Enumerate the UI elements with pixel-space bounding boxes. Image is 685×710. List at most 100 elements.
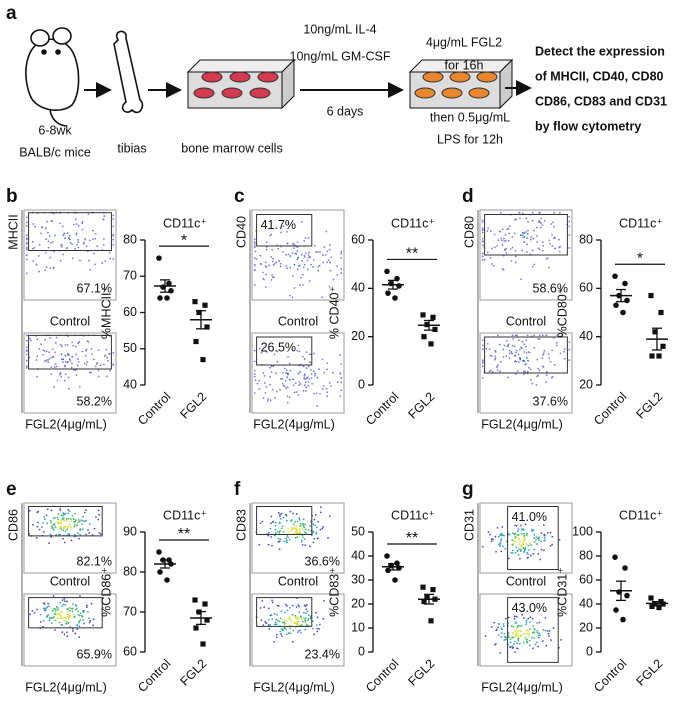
cell-dot [81,222,84,225]
cell-dot [549,531,552,534]
cell-dot [277,541,280,543]
cell-dot [44,609,47,612]
cell-dot [511,549,514,552]
cell-dot [314,524,316,527]
data-point [166,280,172,287]
cell-dot [305,617,307,619]
cell-dot [71,627,74,630]
cell-dot [539,558,542,561]
cell-dot [306,610,309,613]
cell-dot [308,256,311,259]
cell-dot [279,515,281,518]
panel-label: e [6,479,17,500]
cell-dot [64,600,66,602]
cell-dot [519,234,522,236]
cell-dot [264,286,267,288]
y-tick-label: 40 [579,596,593,610]
cell-dot [568,225,571,228]
chart-title: CD11c⁺ [163,508,207,522]
cell-dot [317,265,320,268]
cell-dot [288,616,291,618]
cell-dot [52,355,55,358]
cell-dot [81,528,84,531]
cell-dot [523,551,525,553]
gate-percent: 41.0% [512,510,547,524]
cell-dot [112,243,115,246]
cell-dot [77,610,80,613]
cell-dot [67,376,70,379]
flow-marker: CD83 [234,509,248,541]
cell-dot [72,223,75,226]
cell-dot [504,617,507,620]
cell-dot [254,379,257,382]
cell-dot [75,374,78,377]
cell-dot [77,238,80,241]
cell-dot [271,274,273,276]
cell-dot [550,376,553,379]
cell-dot [293,527,296,530]
cell-dot [516,642,518,645]
cell-dot [326,250,329,253]
cell-dot [481,219,484,222]
cell-dot [291,252,294,254]
mouse-strain: BALB/c mice [19,145,91,159]
cell-dot [289,627,292,630]
cell-dot [538,338,541,341]
cell-dot [253,373,256,376]
cell-dot [514,249,517,252]
cell-dot [79,259,81,262]
cell-dot [269,527,272,530]
cell-dot [75,233,78,236]
cell-dot [265,241,268,244]
cell-dot [45,350,48,353]
cell-dot [66,517,68,520]
cell-dot [54,612,57,615]
cell-dot [279,388,281,391]
cell-dot [74,520,77,523]
cell-dot [285,387,287,390]
cell-dot [25,346,28,349]
cell-dot [60,243,63,246]
cell-dot [340,376,343,379]
cell-dot [544,616,547,619]
cell-dot [489,230,492,232]
cell-dot [68,234,71,237]
cell-dot [35,536,38,539]
cell-dot [302,266,305,269]
cell-dot [294,536,297,539]
cell-dot [54,351,56,354]
cell-dot [552,221,555,224]
cell-dot [527,359,529,362]
cell-dot [301,259,303,262]
treatment-text: LPS for 12h [437,132,503,146]
y-tick-label: 30 [351,572,365,586]
cell-dot [65,622,68,625]
cell-dot [527,544,530,547]
cell-dot [300,220,303,223]
cell-dot [278,531,281,534]
cell-dot [551,543,553,546]
cell-dot [491,370,494,373]
cell-dot [292,242,295,245]
cell-dot [288,531,290,534]
cell-dot [510,625,513,627]
x-tick-label: FGL2 [177,657,209,689]
cell-dot [295,525,297,528]
y-tick-label: 60 [351,232,365,246]
cell-dot [299,531,301,534]
cell-dot [336,273,339,276]
cell-dot [496,364,499,367]
cell-dot [84,520,86,523]
cell-dot [269,376,271,378]
cell-dot [83,362,86,365]
cell-dot [298,384,300,387]
cell-dot [512,643,515,645]
cell-dot [316,376,319,379]
data-point [200,641,206,647]
y-tick-label: 60 [123,305,137,319]
data-point [192,299,198,305]
cell-dot [327,536,329,539]
cell-dot [568,220,571,223]
cell-dot [273,262,276,265]
cell-dot [105,348,108,351]
